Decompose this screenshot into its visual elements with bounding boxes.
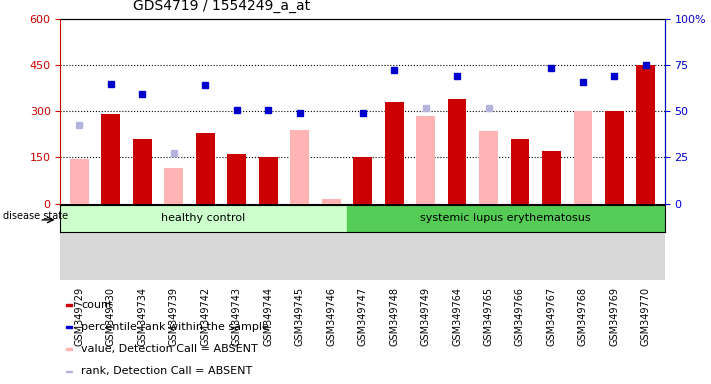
Text: GDS4719 / 1554249_a_at: GDS4719 / 1554249_a_at [133, 0, 310, 13]
Bar [510, 139, 530, 204]
Bar [60, 205, 347, 232]
Bar [228, 154, 246, 204]
Bar [574, 111, 592, 204]
Bar [416, 116, 435, 204]
Bar [259, 157, 277, 204]
Bar [67, 371, 73, 372]
Text: disease state: disease state [3, 211, 68, 221]
Bar [448, 99, 466, 204]
Bar [164, 168, 183, 204]
Bar [636, 65, 656, 204]
Bar [347, 205, 665, 232]
Bar [385, 102, 404, 204]
Bar [321, 199, 341, 204]
Bar [353, 157, 372, 204]
Bar [133, 139, 151, 204]
Bar [196, 133, 215, 204]
Bar [67, 304, 73, 306]
Text: healthy control: healthy control [161, 214, 246, 223]
Bar [290, 130, 309, 204]
Bar [479, 131, 498, 204]
Bar [70, 159, 89, 204]
Text: percentile rank within the sample: percentile rank within the sample [82, 322, 269, 332]
Bar [67, 326, 73, 328]
Text: value, Detection Call = ABSENT: value, Detection Call = ABSENT [82, 344, 258, 354]
Text: count: count [82, 300, 113, 310]
Text: systemic lupus erythematosus: systemic lupus erythematosus [420, 214, 591, 223]
Bar [605, 111, 624, 204]
Bar [542, 151, 561, 204]
Bar [102, 114, 120, 204]
Text: rank, Detection Call = ABSENT: rank, Detection Call = ABSENT [82, 366, 252, 376]
Bar [67, 348, 73, 350]
